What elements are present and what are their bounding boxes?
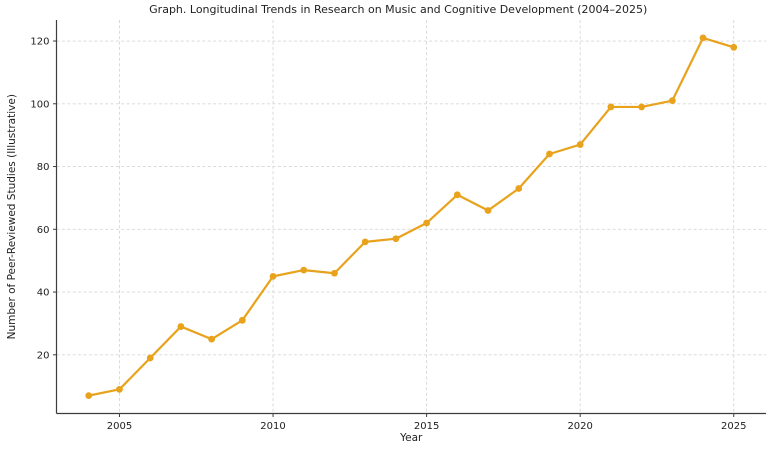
data-point	[453, 191, 461, 199]
x-tick-label: 2025	[721, 421, 746, 432]
gridlines	[56, 20, 766, 414]
y-tick-label: 60	[37, 225, 50, 236]
x-tick-label: 2015	[414, 421, 439, 432]
x-tick-label: 2020	[567, 421, 592, 432]
data-point	[269, 272, 277, 280]
data-point	[85, 392, 93, 400]
x-tick-label: 2010	[260, 421, 285, 432]
data-line	[87, 36, 735, 397]
data-point	[331, 269, 338, 277]
y-axis-label: Number of Peer-Reviewed Studies (Illustr…	[6, 94, 18, 339]
x-axis-label: Year	[399, 432, 423, 444]
data-point	[208, 335, 216, 343]
data-point	[668, 97, 676, 105]
data-point	[392, 235, 400, 243]
data-point	[607, 103, 615, 111]
y-tick-label: 120	[30, 37, 49, 48]
data-point	[238, 316, 246, 324]
data-point	[576, 141, 584, 148]
y-tick-label: 20	[37, 350, 50, 361]
data-series	[85, 34, 738, 400]
data-point	[638, 103, 646, 111]
y-tick-label: 80	[37, 162, 50, 173]
y-tick-label: 100	[30, 99, 49, 110]
data-point	[423, 219, 431, 227]
data-point	[300, 266, 308, 274]
data-point	[361, 238, 369, 246]
data-point	[484, 207, 492, 214]
data-point	[146, 354, 154, 362]
data-point	[116, 385, 123, 393]
y-tick-label: 40	[37, 288, 50, 299]
axes-spines	[55, 20, 766, 415]
chart-title: Graph. Longitudinal Trends in Research o…	[149, 3, 647, 16]
data-point	[177, 323, 185, 330]
x-tick-label: 2005	[107, 421, 132, 432]
data-point	[546, 150, 553, 158]
data-point	[515, 185, 523, 192]
data-point	[730, 43, 738, 51]
data-point	[699, 34, 707, 42]
axis-ticks: 2005 2010 2015 2020 2025 20 40 60 80 100 120	[30, 37, 746, 432]
